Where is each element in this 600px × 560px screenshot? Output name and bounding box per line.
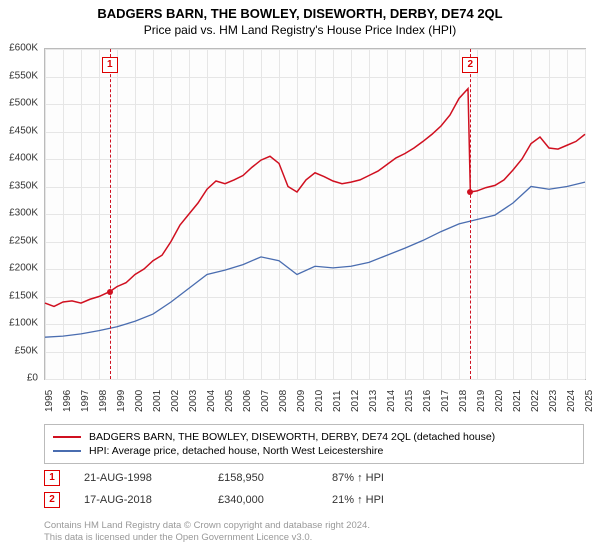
- x-tick-label: 2013: [368, 390, 379, 412]
- x-tick-label: 2024: [566, 390, 577, 412]
- vertical-marker: [470, 49, 471, 379]
- x-tick-label: 2002: [170, 390, 181, 412]
- footer-line-2: This data is licensed under the Open Gov…: [44, 532, 584, 544]
- gridline-v: [585, 49, 586, 379]
- x-tick-label: 1999: [116, 390, 127, 412]
- vertical-marker: [110, 49, 111, 379]
- x-tick-label: 2006: [242, 390, 253, 412]
- events-table: 1 21-AUG-1998 £158,950 87% ↑ HPI 2 17-AU…: [44, 464, 584, 514]
- x-tick-label: 2021: [512, 390, 523, 412]
- y-tick-label: £0: [27, 373, 38, 384]
- y-axis-labels: £0£50K£100K£150K£200K£250K£300K£350K£400…: [0, 48, 42, 378]
- marker-box-2: 2: [462, 57, 478, 73]
- x-tick-label: 2012: [350, 390, 361, 412]
- x-tick-label: 2005: [224, 390, 235, 412]
- event-row-1: 1 21-AUG-1998 £158,950 87% ↑ HPI: [44, 470, 584, 486]
- x-tick-label: 2011: [332, 390, 343, 412]
- data-point-dot: [467, 189, 473, 195]
- series-line-hpi: [45, 182, 585, 337]
- legend-swatch-hpi: [53, 450, 81, 452]
- y-tick-label: £550K: [9, 70, 38, 81]
- y-tick-label: £100K: [9, 318, 38, 329]
- event-marker-1: 1: [44, 470, 60, 486]
- footer-line-1: Contains HM Land Registry data © Crown c…: [44, 520, 584, 532]
- x-tick-label: 2008: [278, 390, 289, 412]
- x-tick-label: 1998: [98, 390, 109, 412]
- data-point-dot: [107, 289, 113, 295]
- x-tick-label: 2003: [188, 390, 199, 412]
- x-tick-label: 2022: [530, 390, 541, 412]
- x-tick-label: 2025: [584, 390, 595, 412]
- y-tick-label: £250K: [9, 235, 38, 246]
- marker-box-1: 1: [102, 57, 118, 73]
- x-tick-label: 1997: [80, 390, 91, 412]
- event-pct-1: 87% ↑ HPI: [332, 472, 432, 484]
- y-tick-label: £50K: [15, 345, 38, 356]
- y-tick-label: £350K: [9, 180, 38, 191]
- legend-row-hpi: HPI: Average price, detached house, Nort…: [53, 445, 575, 457]
- x-tick-label: 2016: [422, 390, 433, 412]
- event-pct-2: 21% ↑ HPI: [332, 494, 432, 506]
- legend-swatch-property: [53, 436, 81, 438]
- event-date-1: 21-AUG-1998: [84, 472, 194, 484]
- y-tick-label: £600K: [9, 43, 38, 54]
- title-block: BADGERS BARN, THE BOWLEY, DISEWORTH, DER…: [0, 0, 600, 37]
- x-tick-label: 2017: [440, 390, 451, 412]
- y-tick-label: £400K: [9, 153, 38, 164]
- y-tick-label: £200K: [9, 263, 38, 274]
- plot-area: 12: [44, 48, 586, 380]
- event-price-2: £340,000: [218, 494, 308, 506]
- x-tick-label: 2018: [458, 390, 469, 412]
- event-date-2: 17-AUG-2018: [84, 494, 194, 506]
- x-tick-label: 1996: [62, 390, 73, 412]
- footer: Contains HM Land Registry data © Crown c…: [44, 520, 584, 545]
- y-tick-label: £500K: [9, 98, 38, 109]
- y-tick-label: £300K: [9, 208, 38, 219]
- x-tick-label: 1995: [44, 390, 55, 412]
- x-tick-label: 2020: [494, 390, 505, 412]
- chart-container: BADGERS BARN, THE BOWLEY, DISEWORTH, DER…: [0, 0, 600, 560]
- x-tick-label: 2014: [386, 390, 397, 412]
- chart-subtitle: Price paid vs. HM Land Registry's House …: [0, 23, 600, 37]
- x-tick-label: 2004: [206, 390, 217, 412]
- event-row-2: 2 17-AUG-2018 £340,000 21% ↑ HPI: [44, 492, 584, 508]
- series-line-property: [45, 89, 585, 307]
- x-tick-label: 2000: [134, 390, 145, 412]
- x-axis-labels: 1995 1996 1997 1998 1999 2000 2001 2002 2003 2004…: [44, 380, 584, 420]
- legend: BADGERS BARN, THE BOWLEY, DISEWORTH, DER…: [44, 424, 584, 464]
- x-tick-label: 2019: [476, 390, 487, 412]
- legend-label-property: BADGERS BARN, THE BOWLEY, DISEWORTH, DER…: [89, 431, 495, 443]
- x-tick-label: 2001: [152, 390, 163, 412]
- x-tick-label: 2007: [260, 390, 271, 412]
- x-tick-label: 2015: [404, 390, 415, 412]
- legend-row-property: BADGERS BARN, THE BOWLEY, DISEWORTH, DER…: [53, 431, 575, 443]
- event-marker-2: 2: [44, 492, 60, 508]
- y-tick-label: £450K: [9, 125, 38, 136]
- event-price-1: £158,950: [218, 472, 308, 484]
- x-tick-label: 2023: [548, 390, 559, 412]
- line-svg: [45, 49, 585, 379]
- x-tick-label: 2010: [314, 390, 325, 412]
- legend-label-hpi: HPI: Average price, detached house, Nort…: [89, 445, 383, 457]
- y-tick-label: £150K: [9, 290, 38, 301]
- x-tick-label: 2009: [296, 390, 307, 412]
- chart-title: BADGERS BARN, THE BOWLEY, DISEWORTH, DER…: [0, 6, 600, 21]
